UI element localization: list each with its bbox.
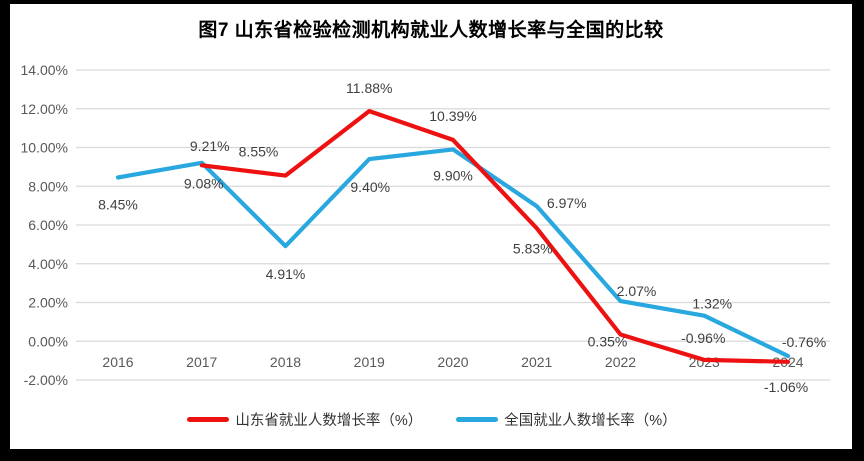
y-axis-tick-label: 0.00% xyxy=(28,333,68,349)
y-axis-tick-label: 12.00% xyxy=(21,101,68,117)
y-axis-tick-label: -2.00% xyxy=(24,372,68,388)
series-line-national xyxy=(115,147,791,359)
legend: 山东省就业人数增长率（%） 全国就业人数增长率（%） xyxy=(0,409,864,430)
y-axis-tick-label: 4.00% xyxy=(28,256,68,272)
data-label: -1.06% xyxy=(764,379,808,395)
data-label: 1.32% xyxy=(692,296,732,312)
x-axis-tick-label: 2018 xyxy=(270,354,301,370)
chart-canvas xyxy=(10,4,852,449)
data-label: -0.96% xyxy=(681,330,725,346)
data-label: 11.88% xyxy=(346,80,392,96)
data-label: 0.35% xyxy=(588,333,628,349)
data-label: 9.21% xyxy=(190,138,230,154)
x-axis-tick-label: 2022 xyxy=(605,354,636,370)
x-axis-tick-label: 2017 xyxy=(186,354,217,370)
y-axis-tick-label: 10.00% xyxy=(21,140,68,156)
data-label: 10.39% xyxy=(429,108,476,124)
data-label: 8.45% xyxy=(98,197,138,213)
data-label: 9.08% xyxy=(184,175,224,191)
y-axis-tick-label: 2.00% xyxy=(28,295,68,311)
data-label: 6.97% xyxy=(547,195,587,211)
legend-line-red-icon xyxy=(187,417,230,422)
x-axis-tick-label: 2019 xyxy=(354,354,385,370)
data-label: 4.91% xyxy=(266,266,306,282)
data-label: 9.40% xyxy=(350,179,390,195)
legend-label-national: 全国就业人数增长率（%） xyxy=(504,413,677,429)
data-label: 5.83% xyxy=(513,240,553,256)
legend-label-shandong: 山东省就业人数增长率（%） xyxy=(235,413,423,429)
y-axis-tick-label: 8.00% xyxy=(28,178,68,194)
legend-item-shandong: 山东省就业人数增长率（%） xyxy=(187,409,422,430)
legend-item-national: 全国就业人数增长率（%） xyxy=(456,409,677,430)
chart-title: 图7 山东省检验检测机构就业人数增长率与全国的比较 xyxy=(198,20,664,41)
x-axis-tick-label: 2021 xyxy=(521,354,552,370)
data-label: -0.76% xyxy=(782,334,826,350)
series-line-shandong xyxy=(199,109,791,364)
y-axis-tick-label: 6.00% xyxy=(28,217,68,233)
x-axis-tick-label: 2016 xyxy=(102,354,133,370)
data-label: 8.55% xyxy=(239,144,279,160)
x-axis-tick-label: 2020 xyxy=(437,354,468,370)
y-axis-tick-label: 14.00% xyxy=(21,62,68,78)
data-label: 2.07% xyxy=(617,283,657,299)
legend-line-blue-icon xyxy=(456,417,499,422)
data-label: 9.90% xyxy=(433,167,473,183)
